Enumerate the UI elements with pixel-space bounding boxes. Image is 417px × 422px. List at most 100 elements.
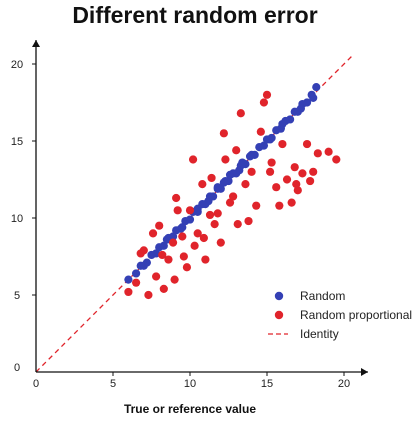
random-proportional-point [302,139,312,149]
random-proportional-point [210,220,219,229]
random-proportional-point [298,169,307,178]
legend-label: Random proportional [300,308,412,322]
random-proportional-point [172,193,181,203]
random-point [278,119,287,129]
x-tick-label: 15 [261,378,273,390]
random-proportional-point [306,176,315,186]
random-proportional-point [216,238,225,247]
random-proportional-point [267,158,276,167]
random-proportional-point [309,167,318,176]
random-point [168,232,178,241]
random-proportional-point [155,221,164,230]
x-tick-label: 0 [33,378,39,390]
random-proportional-point [232,146,241,155]
random-proportional-point [278,139,287,149]
random-proportional-point [287,198,296,207]
random-proportional-point [193,229,202,238]
random-proportional-point [244,216,253,226]
random-proportional-point [190,241,199,250]
y-tick-label: 15 [11,136,23,148]
random-proportional-point [152,272,161,281]
random-proportional-point [199,233,208,243]
random-proportional-point [188,155,198,164]
random-proportional-point [233,220,242,229]
random-proportional-point [164,255,173,264]
random-proportional-point [170,275,179,284]
legend-label: Random [300,289,345,303]
random-point [124,275,133,284]
random-point [247,150,256,159]
random-point [159,241,168,250]
x-tick-label: 10 [184,378,196,390]
random-point [204,196,213,206]
random-proportional-point [182,263,192,272]
random-proportional-point [173,206,182,215]
random-proportional-point [132,278,141,287]
random-proportional-point [205,210,215,220]
random-proportional-point [241,180,250,189]
random-proportional-point [252,201,261,210]
random-point [132,269,141,278]
random-proportional-point [225,198,235,207]
random-point [312,83,321,92]
random-point [162,235,171,244]
random-point [152,249,161,258]
random-proportional-point [229,192,238,201]
y-tick-label: 10 [11,213,23,225]
random-proportional-point [207,173,216,183]
random-proportional-point [136,249,145,258]
random-proportional-point [148,229,158,238]
random-point [219,178,228,187]
random-point [309,93,318,102]
random-proportional-point [159,284,168,293]
random-proportional-point [179,252,188,261]
random-point [178,223,187,232]
y-tick-label: 0 [14,362,20,374]
random-point [235,166,244,175]
x-tick-label: 20 [338,378,350,390]
random-proportional-point [185,206,195,215]
random-proportional-point [158,250,167,260]
random-proportional-point [236,109,245,118]
random-point [296,104,305,113]
random-proportional-point [265,167,275,176]
y-tick-label: 5 [14,290,20,302]
x-axis-label: True or reference value [124,402,256,416]
legend-marker [274,310,284,320]
random-proportional-point [144,290,153,300]
random-proportional-point [178,232,187,241]
random-proportional-point [221,155,230,164]
random-point [193,204,202,213]
random-proportional-point [259,98,269,107]
random-proportional-point [275,201,284,210]
random-proportional-point [282,175,292,184]
random-proportional-point [198,180,207,189]
random-proportional-point [262,90,272,99]
random-proportional-point [272,183,281,192]
y-axis-arrow [32,40,40,47]
random-proportional-point [219,129,228,138]
random-proportional-point [313,149,322,158]
random-point [265,135,275,144]
legend: Random Random proportional Identity [268,289,412,341]
random-proportional-point [168,238,178,247]
random-point [213,183,222,192]
random-proportional-point [247,167,256,176]
axes-layer [32,40,368,376]
random-point [185,215,195,224]
random-point [139,261,148,270]
random-proportional-point [324,147,333,156]
y-tick-label: 20 [11,59,23,71]
random-point [238,158,247,167]
random-point [259,141,269,150]
x-axis-arrow [361,368,368,376]
random-point [286,115,295,124]
random-point [302,98,312,107]
random-proportional-point [124,287,133,297]
x-tick-label: 5 [110,378,116,390]
random-proportional-point [213,209,222,218]
random-proportional-point [292,180,301,189]
random-point [225,170,235,179]
data-points-layer [124,83,341,300]
